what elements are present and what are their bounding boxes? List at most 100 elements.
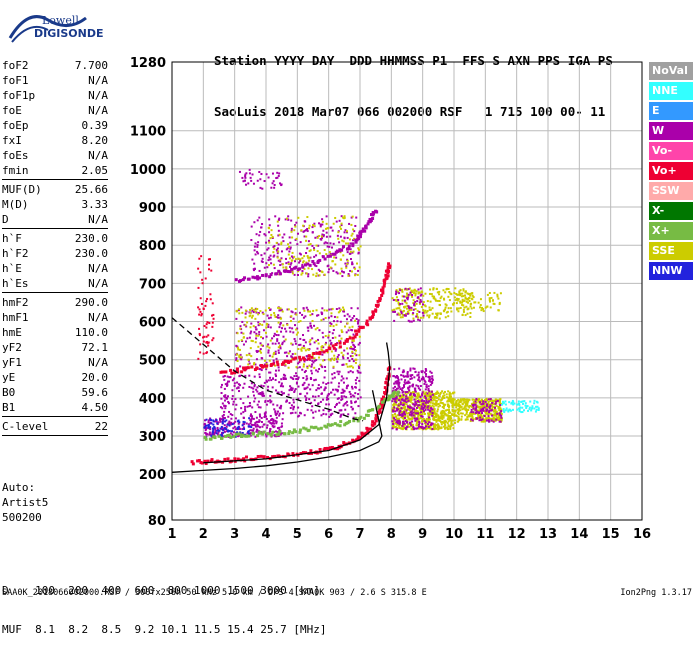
echo-point [434,415,437,418]
echo-point [342,391,345,394]
echo-point [403,422,406,425]
echo-point [499,418,502,421]
echo-point [346,365,349,368]
echo-point [415,402,418,405]
echo-point [529,400,532,403]
echo-point [348,326,351,329]
echo-point [346,251,349,254]
echo-point [427,414,430,417]
echo-point [205,418,208,421]
echo-point [323,249,326,252]
echo-point [396,423,399,426]
echo-point [239,365,242,368]
echo-point [338,409,341,412]
echo-point [235,310,238,313]
echo-point [338,401,341,404]
echo-point [250,386,253,389]
echo-point [342,240,345,243]
echo-point [337,397,340,400]
trace-point [204,437,208,441]
echo-point [265,326,268,329]
echo-point [338,339,341,342]
echo-point [495,418,498,421]
echo-point [275,412,278,415]
echo-point [296,366,299,369]
echo-point [451,398,454,401]
trace-point [233,371,237,375]
echo-point [488,417,491,420]
echo-point [343,310,346,313]
echo-point [281,392,284,395]
echo-point [249,326,252,329]
echo-point [443,422,446,425]
echo-point [282,266,285,269]
echo-point [504,409,507,412]
echo-point [404,379,407,382]
logo-product-text: DIGISONDE [34,27,104,40]
echo-point [452,427,455,430]
echo-point [315,244,318,247]
echo-point [286,323,289,326]
echo-point [232,400,235,403]
echo-point [434,316,437,319]
param-label: foF1 [2,74,29,87]
echo-point [511,399,514,402]
echo-point [271,182,274,185]
echo-point [484,400,487,403]
echo-point [337,311,340,314]
echo-point [462,304,465,307]
echo-point [301,270,304,273]
param-value: 22 [94,420,108,433]
echo-point [277,342,280,345]
trace-point [329,423,333,427]
echo-point [250,239,253,242]
echo-point [417,385,420,388]
echo-point [267,317,270,320]
echo-point [267,343,270,346]
echo-point [521,406,524,409]
echo-point [290,386,293,389]
echo-point [343,236,346,239]
echo-point [280,184,283,187]
echo-point [336,389,339,392]
echo-point [523,400,526,403]
echo-point [496,293,499,296]
trace-point [315,451,319,455]
echo-point [234,420,237,423]
trace-point [270,362,274,366]
echo-point [424,367,427,370]
echo-point [208,431,211,434]
echo-point [404,295,407,298]
echo-point [324,343,327,346]
echo-point [413,367,416,370]
trace-point [256,454,260,458]
echo-point [269,376,272,379]
echo-point [428,292,431,295]
echo-point [454,287,457,290]
echo-point [426,394,429,397]
echo-point [356,273,359,276]
echo-point [466,312,469,315]
echo-point [299,337,302,340]
echo-point [280,422,283,425]
y-tick-label: 80 [148,514,166,529]
echo-point [338,219,341,222]
echo-point [223,378,226,381]
echo-point [209,418,212,421]
echo-point [467,400,470,403]
echo-point [443,394,446,397]
echo-point [287,253,290,256]
echo-point [408,309,411,312]
echo-point [269,428,272,431]
echo-point [253,331,256,334]
echo-point [327,336,330,339]
echo-point [293,273,296,276]
echo-point [415,290,418,293]
echo-point [418,414,421,417]
echo-point [353,344,356,347]
echo-point [358,231,361,234]
legend-entry: Vo- [649,142,693,160]
echo-point [406,293,409,296]
trace-point [318,258,322,262]
echo-point [279,264,282,267]
